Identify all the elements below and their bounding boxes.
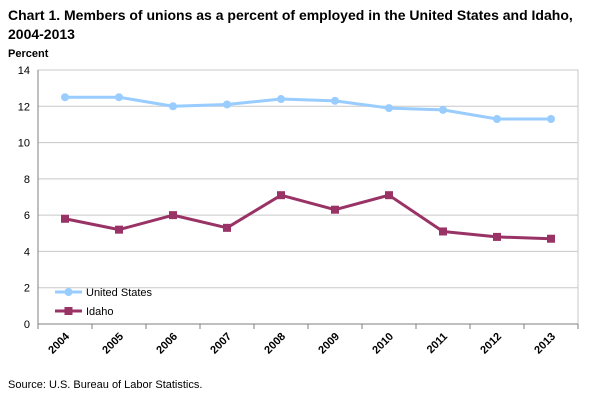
data-point xyxy=(223,100,231,109)
y-tick-label: 10 xyxy=(18,138,30,150)
data-point xyxy=(493,114,501,123)
data-point xyxy=(385,104,393,113)
legend-marker xyxy=(64,307,73,315)
x-tick-labels: 2004 2005 2006 2007 2008 2009 2010 2011 2012 2013 xyxy=(46,330,558,356)
legend: United States Idaho xyxy=(55,287,153,318)
data-point xyxy=(115,225,123,234)
series-line-1 xyxy=(64,193,552,241)
y-tick-label: 4 xyxy=(24,246,30,258)
legend-label: United States xyxy=(86,287,153,299)
x-tick-label: 2007 xyxy=(208,331,234,357)
x-tick-label: 2013 xyxy=(532,331,558,357)
x-tick-label: 2010 xyxy=(370,331,396,357)
x-tick-label: 2008 xyxy=(262,331,288,357)
data-point xyxy=(223,223,231,232)
series-lines xyxy=(61,93,555,243)
y-axis-label: Percent xyxy=(8,48,49,60)
data-point xyxy=(331,96,339,105)
y-tick-label: 0 xyxy=(24,319,30,331)
data-point xyxy=(115,93,123,102)
legend-label: Idaho xyxy=(86,306,114,318)
y-tick-labels: 0 2 4 6 8 10 12 14 xyxy=(18,65,30,331)
data-point xyxy=(331,205,339,214)
series-line-0 xyxy=(65,95,551,121)
data-point xyxy=(439,105,447,114)
data-point xyxy=(547,114,555,123)
x-tick-label: 2006 xyxy=(154,331,180,357)
data-point xyxy=(61,93,69,102)
legend-marker xyxy=(64,288,73,296)
chart-title: Chart 1. Members of unions as a percent … xyxy=(8,7,573,42)
data-point xyxy=(385,191,393,200)
data-point xyxy=(547,234,555,243)
y-tick-label: 8 xyxy=(24,174,30,186)
x-tick-label: 2004 xyxy=(46,330,72,356)
x-tick-label: 2011 xyxy=(425,331,450,356)
x-tick-label: 2005 xyxy=(100,331,126,357)
data-point xyxy=(169,102,177,111)
x-tick-label: 2012 xyxy=(478,331,504,357)
data-point xyxy=(61,214,69,223)
data-point xyxy=(169,211,177,220)
data-point xyxy=(493,232,501,241)
y-tick-label: 12 xyxy=(18,101,30,113)
source-note: Source: U.S. Bureau of Labor Statistics. xyxy=(8,379,203,391)
y-tick-label: 6 xyxy=(24,210,30,222)
gridlines xyxy=(38,69,578,289)
data-point xyxy=(277,191,285,200)
data-point xyxy=(277,95,285,104)
x-tick-label: 2009 xyxy=(316,331,342,357)
plot-border xyxy=(37,69,579,325)
y-tick-label: 14 xyxy=(18,65,30,77)
axes xyxy=(37,69,579,329)
y-tick-label: 2 xyxy=(24,283,30,295)
data-point xyxy=(439,227,447,236)
